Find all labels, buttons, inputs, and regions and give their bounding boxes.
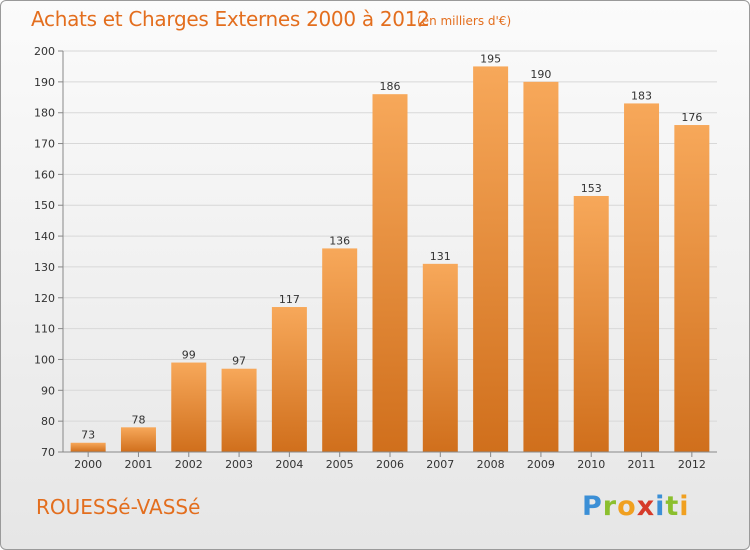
x-tick-label: 2001 [124,458,152,471]
data-label: 190 [530,68,551,81]
y-tick-label: 130 [34,261,55,274]
y-tick-label: 140 [34,230,55,243]
bar-2007 [422,263,458,452]
y-tick-label: 110 [34,323,55,336]
data-label: 97 [232,355,246,368]
proxiti-logo: Proxiti [582,491,690,522]
x-tick-label: 2006 [376,458,404,471]
data-label: 117 [279,293,300,306]
logo-letter: i [655,491,666,522]
bar-2006 [372,94,408,452]
x-tick-label: 2007 [426,458,454,471]
data-label: 186 [380,80,401,93]
data-label: 183 [631,89,652,102]
chart-subtitle: (en milliers d'€) [417,14,512,28]
logo-letter: r [602,491,618,522]
logo-letter: i [679,491,690,522]
x-tick-label: 2009 [527,458,555,471]
y-tick-label: 90 [41,384,55,397]
y-tick-label: 200 [34,45,55,58]
bar-2000 [70,442,106,452]
logo-letter: x [636,491,656,522]
logo-letter: t [665,491,680,522]
bar-2008 [473,66,509,452]
bar-2005 [322,248,358,452]
y-tick-label: 100 [34,353,55,366]
bar-2009 [523,81,559,452]
data-label: 78 [131,413,145,426]
axes: 7080901001101201301401501601701801902002… [34,45,717,471]
data-label: 131 [430,250,451,263]
bars [70,66,710,453]
y-tick-label: 170 [34,138,55,151]
x-tick-label: 2002 [175,458,203,471]
data-label: 195 [480,52,501,65]
y-tick-label: 150 [34,199,55,212]
commune-name: ROUESSé-VASSé [36,495,201,519]
data-label: 136 [329,234,350,247]
y-tick-label: 70 [41,446,55,459]
logo-letter: o [617,491,637,522]
data-label: 99 [182,349,196,362]
bar-2001 [120,427,156,452]
y-tick-label: 190 [34,76,55,89]
x-tick-label: 2010 [577,458,605,471]
y-tick-label: 180 [34,107,55,120]
x-tick-label: 2005 [326,458,354,471]
bar-2012 [674,125,710,453]
data-label: 176 [681,111,702,124]
logo-letter: P [582,491,603,522]
data-labels: 73 78 99 97 117 136 186 131 195 190 153 183 176 [81,52,702,441]
y-tick-label: 120 [34,292,55,305]
data-label: 153 [581,182,602,195]
x-tick-label: 2011 [628,458,656,471]
bar-2003 [221,368,257,452]
data-label: 73 [81,429,95,442]
bar-2002 [171,362,207,452]
y-tick-label: 160 [34,168,55,181]
y-tick-label: 80 [41,415,55,428]
bar-2004 [271,307,307,452]
x-tick-label: 2003 [225,458,253,471]
x-tick-label: 2000 [74,458,102,471]
chart-title: Achats et Charges Externes 2000 à 2012 [31,7,430,31]
bar-2011 [624,103,660,452]
bar-2010 [573,195,609,452]
x-tick-label: 2004 [275,458,303,471]
x-tick-label: 2008 [477,458,505,471]
x-tick-label: 2012 [678,458,706,471]
